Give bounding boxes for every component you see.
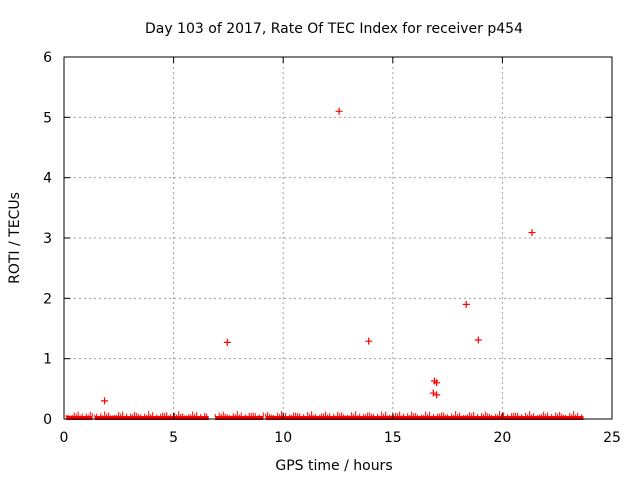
data-point: [433, 379, 441, 387]
y-tick-label: 3: [43, 231, 52, 247]
baseline-jitter: [265, 411, 583, 417]
baseline-segment: [265, 415, 584, 420]
x-tick-label: 25: [603, 430, 621, 446]
x-tick-label: 20: [493, 430, 511, 446]
x-axis-ticks: 0 5 10 15 20 25: [60, 57, 621, 446]
baseline-segment: [66, 415, 93, 420]
data-point: [462, 300, 470, 308]
baseline-band: [65, 411, 584, 420]
data-point: [335, 107, 343, 115]
y-tick-label: 4: [43, 171, 52, 187]
baseline-jitter: [65, 411, 93, 417]
y-tick-label: 0: [43, 412, 52, 428]
y-axis-ticks: 0 1 2 3 4 5 6: [43, 50, 612, 428]
x-tick-label: 15: [384, 430, 402, 446]
chart-title: Day 103 of 2017, Rate Of TEC Index for r…: [145, 21, 523, 37]
baseline-jitter: [94, 411, 208, 417]
x-tick-label: 0: [60, 430, 69, 446]
data-point: [365, 337, 373, 345]
y-tick-label: 6: [43, 50, 52, 66]
x-tick-label: 5: [169, 430, 178, 446]
data-point: [223, 338, 231, 346]
grid-lines: [64, 57, 612, 419]
y-axis-title: ROTI / TECUs: [7, 192, 23, 284]
baseline-jitter: [214, 411, 264, 417]
y-tick-label: 5: [43, 110, 52, 126]
y-tick-label: 2: [43, 291, 52, 307]
data-point: [101, 397, 109, 405]
y-tick-label: 1: [43, 352, 52, 368]
x-tick-label: 10: [274, 430, 292, 446]
data-points: [101, 107, 536, 405]
data-point: [474, 336, 482, 344]
data-point: [429, 389, 437, 397]
x-axis-title: GPS time / hours: [275, 458, 392, 474]
baseline-segment: [215, 415, 264, 420]
data-point: [433, 391, 441, 399]
baseline-segment: [94, 415, 209, 420]
data-point: [528, 229, 536, 237]
